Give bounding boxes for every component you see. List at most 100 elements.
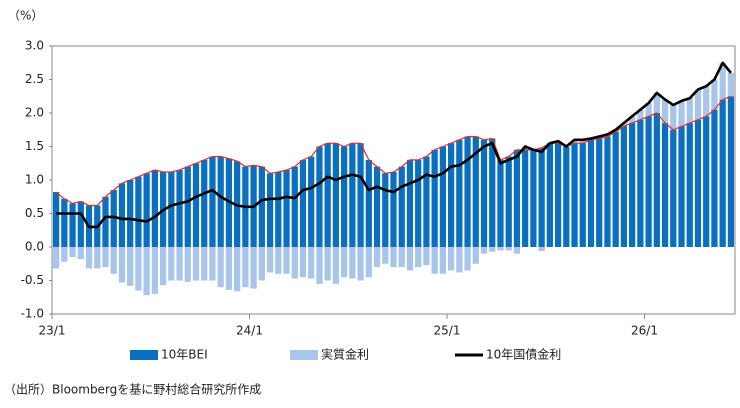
bar — [571, 139, 578, 144]
bar — [373, 247, 381, 268]
legend-swatch — [130, 350, 158, 360]
bar — [447, 247, 455, 271]
bar — [727, 96, 735, 247]
bar — [143, 247, 150, 296]
bar — [365, 159, 372, 247]
bar — [225, 247, 233, 290]
bar — [184, 166, 191, 247]
bar — [250, 247, 257, 289]
legend-label: 実質金利 — [321, 347, 369, 362]
bar — [324, 143, 331, 247]
bar — [645, 102, 652, 117]
bar — [719, 62, 726, 100]
bar — [513, 247, 521, 254]
y-tick-label: 1.5 — [25, 139, 44, 153]
bar — [357, 143, 364, 247]
bar — [522, 149, 529, 247]
bar — [275, 247, 282, 274]
bar — [670, 104, 677, 130]
bar — [291, 166, 298, 247]
bar — [390, 171, 397, 247]
bar — [686, 98, 693, 124]
bar — [472, 136, 479, 247]
bar — [102, 247, 109, 268]
bar — [538, 247, 545, 252]
bar — [176, 247, 183, 281]
bar — [406, 159, 414, 247]
bar — [168, 171, 175, 247]
bar — [398, 166, 405, 247]
bar — [637, 119, 644, 247]
bar — [209, 247, 216, 281]
bar — [349, 143, 356, 247]
bar — [406, 247, 414, 271]
bar — [694, 89, 702, 120]
bar — [538, 147, 545, 247]
plot-frame — [51, 45, 736, 315]
bar — [143, 173, 150, 247]
bar — [645, 116, 652, 247]
bar — [118, 247, 126, 283]
line-series — [56, 61, 732, 229]
bar — [505, 156, 512, 247]
bar — [308, 247, 315, 279]
bar — [373, 166, 381, 247]
bar — [127, 247, 134, 286]
y-tick-label: 0.5 — [25, 206, 44, 220]
bar — [332, 247, 340, 284]
bar — [604, 136, 611, 247]
bar — [456, 139, 463, 247]
bar — [678, 126, 685, 247]
bar — [135, 176, 142, 247]
bar — [415, 247, 422, 268]
bar — [201, 247, 208, 281]
bar — [423, 156, 430, 247]
bar — [52, 192, 60, 247]
bar — [439, 247, 447, 274]
bar — [382, 247, 389, 264]
bar — [242, 247, 249, 288]
bar — [357, 247, 364, 281]
bar — [382, 173, 389, 247]
bar — [530, 149, 537, 247]
bar — [653, 113, 660, 247]
bar — [620, 126, 628, 247]
bar — [340, 247, 348, 278]
bar — [637, 109, 644, 120]
bar — [168, 247, 175, 281]
bar — [703, 116, 710, 247]
bar — [711, 79, 718, 110]
bar — [497, 159, 504, 247]
bar — [694, 119, 702, 247]
bar — [563, 146, 570, 247]
bar — [571, 143, 578, 247]
bar — [192, 163, 200, 247]
bar — [209, 156, 216, 247]
y-tick-label: 3.0 — [25, 39, 44, 53]
bar — [316, 146, 323, 247]
bar — [266, 247, 274, 273]
source-note: （出所）Bloombergを基に野村総合研究所作成 — [4, 382, 261, 397]
bar — [291, 247, 298, 279]
bar — [431, 247, 438, 274]
y-tick-label: -1.0 — [21, 307, 44, 321]
bar — [398, 247, 405, 268]
bar — [77, 247, 84, 260]
bar — [184, 247, 191, 282]
bar — [472, 247, 479, 264]
bar — [423, 247, 430, 266]
legend-label: 10年国債金利 — [486, 347, 561, 362]
bar — [727, 72, 735, 97]
bar — [703, 86, 710, 117]
bar — [299, 247, 307, 278]
bar — [480, 139, 488, 247]
bar — [316, 247, 323, 284]
bar — [110, 247, 117, 274]
bar — [110, 190, 117, 247]
bar — [69, 247, 76, 258]
bar — [620, 123, 628, 127]
bar — [299, 159, 307, 247]
y-tick-label: 1.0 — [25, 173, 44, 187]
